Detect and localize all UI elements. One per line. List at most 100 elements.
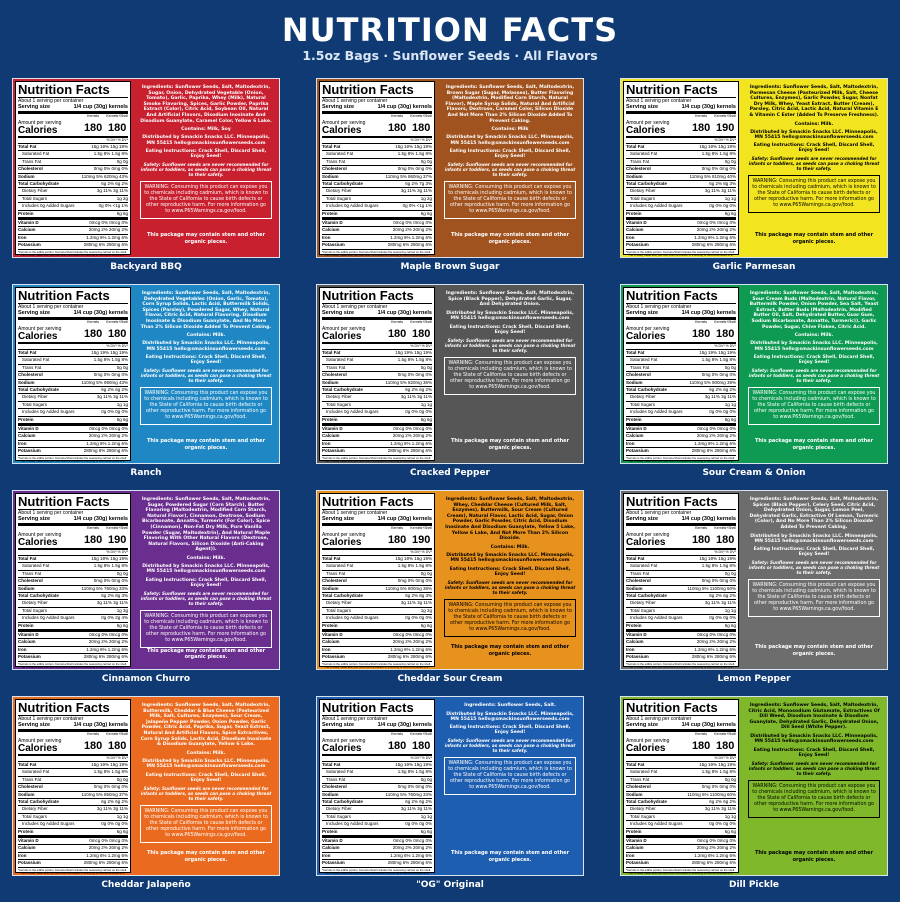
nutrient-row: Saturated Fat 1.5g 8% 1.5g 8%	[322, 357, 432, 365]
nutrient-values: 0g 0g	[724, 570, 736, 576]
nutrient-name: Potassium	[626, 448, 649, 454]
nutrient-values: 0g 0g	[116, 570, 128, 576]
nutrient-row: Protein 6g 6g	[322, 828, 432, 839]
nutrient-values: 6g 2% 6g 2%	[101, 387, 128, 393]
nutrient-name: Includes 0g Added Sugars	[326, 203, 379, 209]
distributor-text: Distributed by Smackin Snacks LLC. Minne…	[142, 563, 270, 575]
flavor-cell: Nutrition Facts About 1 serving per conta…	[12, 284, 280, 490]
nutrient-name: Sodium	[322, 585, 339, 591]
package-note: This package may contain stem and other …	[754, 232, 874, 245]
nutrient-name: Potassium	[626, 654, 649, 660]
nutrient-values: 1.5g 8% 1.5g 8%	[397, 357, 432, 363]
nutrient-name: Vitamin D	[626, 632, 647, 638]
nutrient-name: Cholesterol	[626, 784, 651, 790]
calories-label: Calories	[322, 331, 362, 342]
flavor-name: Cinnamon Churro	[101, 674, 191, 684]
distributor-text: Distributed by Smackin Snacks LLC. Minne…	[750, 129, 878, 140]
nutrient-name: Sodium	[626, 585, 643, 591]
nutrient-name: Sodium	[322, 173, 339, 179]
nutrient-name: Total Fat	[322, 350, 341, 355]
nutrient-name: Calcium	[626, 227, 644, 233]
nutrient-name: Dietary Fiber	[630, 806, 656, 812]
flavor-cell: Nutrition Facts About 1 serving per conta…	[12, 490, 280, 696]
nutrient-row: Iron 1.2mg 6% 1.2mg 6%	[626, 235, 736, 243]
nf-footnote: *Kernels is the edible portion. Kernels+…	[626, 249, 735, 258]
column-header: Kernels+Shell	[714, 114, 736, 118]
nutrient-row: Cholesterol 0mg 0% 0mg 0%	[18, 166, 128, 174]
calories-row: Amount per serving Calories Kernels 180 Kern…	[626, 732, 736, 756]
nutrient-row: Includes 0g Added Sugars 0g 0% 0g 0%	[18, 409, 128, 417]
nutrient-values: 6g 6g	[724, 210, 736, 216]
calories-column: Kernels 180	[388, 320, 406, 342]
nutrient-name: Total Carbohydrate	[322, 593, 363, 599]
nutrient-row: Iron 1.2mg 6% 1.2mg 6%	[322, 235, 432, 243]
nutrient-values: 3g 11% 3g 11%	[96, 188, 128, 194]
nutrient-name: Total Sugars	[630, 195, 656, 201]
nutrient-row: Calcium 20mg 2% 20mg 2%	[18, 433, 128, 441]
calories-value: 180	[691, 122, 711, 134]
calories-value: 180	[715, 740, 735, 752]
nutrient-row: Calcium 20mg 2% 20mg 2%	[322, 845, 432, 853]
calories-label: Calories	[322, 743, 362, 754]
flavor-cell: Nutrition Facts About 1 serving per conta…	[620, 78, 888, 284]
nutrient-name: Includes 0g Added Sugars	[326, 615, 379, 621]
nutrition-label: Nutrition Facts About 1 serving per conta…	[316, 696, 584, 876]
calories-column: Kernels 180	[84, 526, 102, 548]
calories-value: 180	[83, 534, 103, 546]
nutrient-row: Saturated Fat 1.5g 8% 1.5g 8%	[626, 563, 736, 571]
nutrient-row: Trans Fat 0g 0g	[18, 777, 128, 785]
nutrient-name: Protein	[626, 416, 642, 422]
nutrient-row: Total Fat 15g 19% 15g 19%	[322, 556, 432, 564]
nutrient-name: Total Carbohydrate	[626, 593, 667, 599]
nutrient-name: Includes 0g Added Sugars	[22, 615, 75, 621]
nutrition-facts-box: Nutrition Facts About 1 serving per conta…	[15, 287, 131, 463]
nutrient-row: Potassium 280mg 6% 280mg 6%	[626, 242, 736, 250]
calories-label: Calories	[626, 125, 666, 136]
nutrient-name: Protein	[626, 828, 642, 834]
nutrient-row: Total Carbohydrate 6g 2% 6g 2%	[18, 799, 128, 807]
column-header: Kernels	[391, 732, 404, 736]
nutrition-panel: Nutrition Facts About 1 serving per conta…	[317, 491, 437, 669]
calories-value: 180	[387, 122, 407, 134]
nutrient-name: Protein	[626, 622, 642, 628]
info-panel: Ingredients: Sunflower Seeds, Salt, Malt…	[133, 697, 279, 875]
nutrient-row: Calcium 20mg 2% 20mg 2%	[322, 433, 432, 441]
serving-size-value: 1/4 cup (30g) kernels	[681, 310, 736, 316]
flavor-name: "OG" Original	[416, 880, 484, 890]
ingredients-text: Ingredients: Sunflower Seeds, Salt, Malt…	[140, 291, 272, 330]
nutrition-facts-box: Nutrition Facts About 1 serving per conta…	[319, 81, 435, 257]
nutrient-name: Vitamin D	[18, 220, 39, 226]
nutrient-row: Dietary Fiber 3g 11% 3g 11%	[18, 806, 128, 814]
column-header: Kernels+Shell	[106, 114, 128, 118]
nutrient-name: Calcium	[18, 845, 36, 851]
servings-per-container: About 1 serving per container	[322, 716, 388, 722]
label-grid: Nutrition Facts About 1 serving per conta…	[12, 78, 888, 902]
package-note: This package may contain stem and other …	[450, 232, 570, 245]
nutrient-values: 0g 0% 0g 0%	[709, 203, 736, 209]
info-panel: Ingredients: Sunflower Seeds, Salt, Malt…	[437, 285, 583, 463]
nutrient-name: Iron	[626, 440, 635, 446]
distributor-text: Distributed by Smackin Snacks LLC. Minne…	[142, 135, 270, 146]
nutrient-row: Dietary Fiber 3g 11% 3g 11%	[18, 600, 128, 608]
nutrient-row: Total Fat 15g 19% 15g 19%	[322, 762, 432, 770]
allergen-text: Contains: Milk	[491, 127, 529, 133]
nutrient-values: 1g 1g	[116, 813, 128, 819]
nutrient-row: Sodium 110mg 5% 760mg 33%	[18, 586, 128, 594]
nutrient-values: 6g 6g	[420, 828, 432, 834]
nutrient-name: Cholesterol	[18, 578, 43, 584]
nutrient-name: Protein	[322, 828, 338, 834]
nutrient-row: Potassium 280mg 6% 280mg 6%	[322, 448, 432, 456]
nutrient-row: Includes 0g Added Sugars 0g 0% <1g 1%	[18, 203, 128, 211]
calories-label: Calories	[18, 537, 58, 548]
nutrient-row: Iron 1.2mg 6% 1.2mg 6%	[18, 441, 128, 449]
nutrient-values: 1.2mg 6% 1.2mg 6%	[390, 440, 432, 446]
nutrient-name: Total Sugars	[22, 195, 48, 201]
nutrient-row: Trans Fat 0g 0g	[322, 571, 432, 579]
prop65-warning: WARNING: Consuming this product can expo…	[140, 804, 272, 843]
calories-column: Kernels 180	[84, 114, 102, 136]
serving-size-value: 1/4 cup (30g) kernels	[73, 722, 128, 728]
nf-title: Nutrition Facts	[322, 701, 432, 716]
nutrient-values: 3g 11% 3g 11%	[96, 600, 128, 606]
nutrient-values: 0mg 0% 0mg 0%	[93, 166, 128, 172]
serving-size: Serving size 1/4 cup (30g) kernels	[626, 104, 736, 114]
